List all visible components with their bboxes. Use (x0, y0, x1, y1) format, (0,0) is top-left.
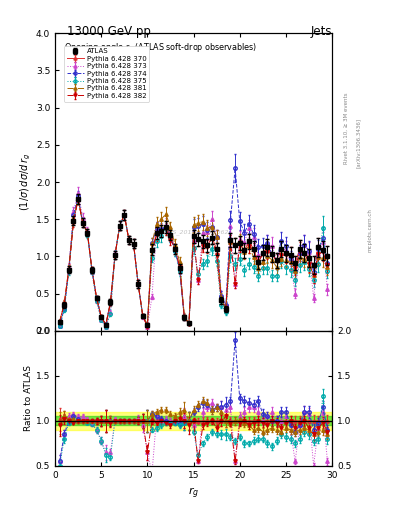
Legend: ATLAS, Pythia 6.428 370, Pythia 6.428 373, Pythia 6.428 374, Pythia 6.428 375, P: ATLAS, Pythia 6.428 370, Pythia 6.428 37… (64, 46, 149, 101)
Text: Rivet 3.1.10, ≥ 3M events: Rivet 3.1.10, ≥ 3M events (344, 92, 349, 164)
Y-axis label: Ratio to ATLAS: Ratio to ATLAS (24, 366, 33, 431)
Text: mcplots.cern.ch: mcplots.cern.ch (367, 208, 373, 252)
Bar (55, 412, 332, 430)
Y-axis label: $(1/\sigma)\,d\sigma/d\,r_g$: $(1/\sigma)\,d\sigma/d\,r_g$ (18, 153, 33, 211)
Text: ATLAS_2019_I1772062: ATLAS_2019_I1772062 (158, 230, 229, 236)
Text: Opening angle r$_g$ (ATLAS soft-drop observables): Opening angle r$_g$ (ATLAS soft-drop obs… (64, 42, 257, 55)
Bar (55, 416, 332, 425)
Text: 13000 GeV pp: 13000 GeV pp (67, 25, 151, 37)
Text: [arXiv:1306.3436]: [arXiv:1306.3436] (356, 118, 361, 168)
Text: Jets: Jets (310, 25, 332, 37)
X-axis label: $r_g$: $r_g$ (188, 485, 199, 501)
